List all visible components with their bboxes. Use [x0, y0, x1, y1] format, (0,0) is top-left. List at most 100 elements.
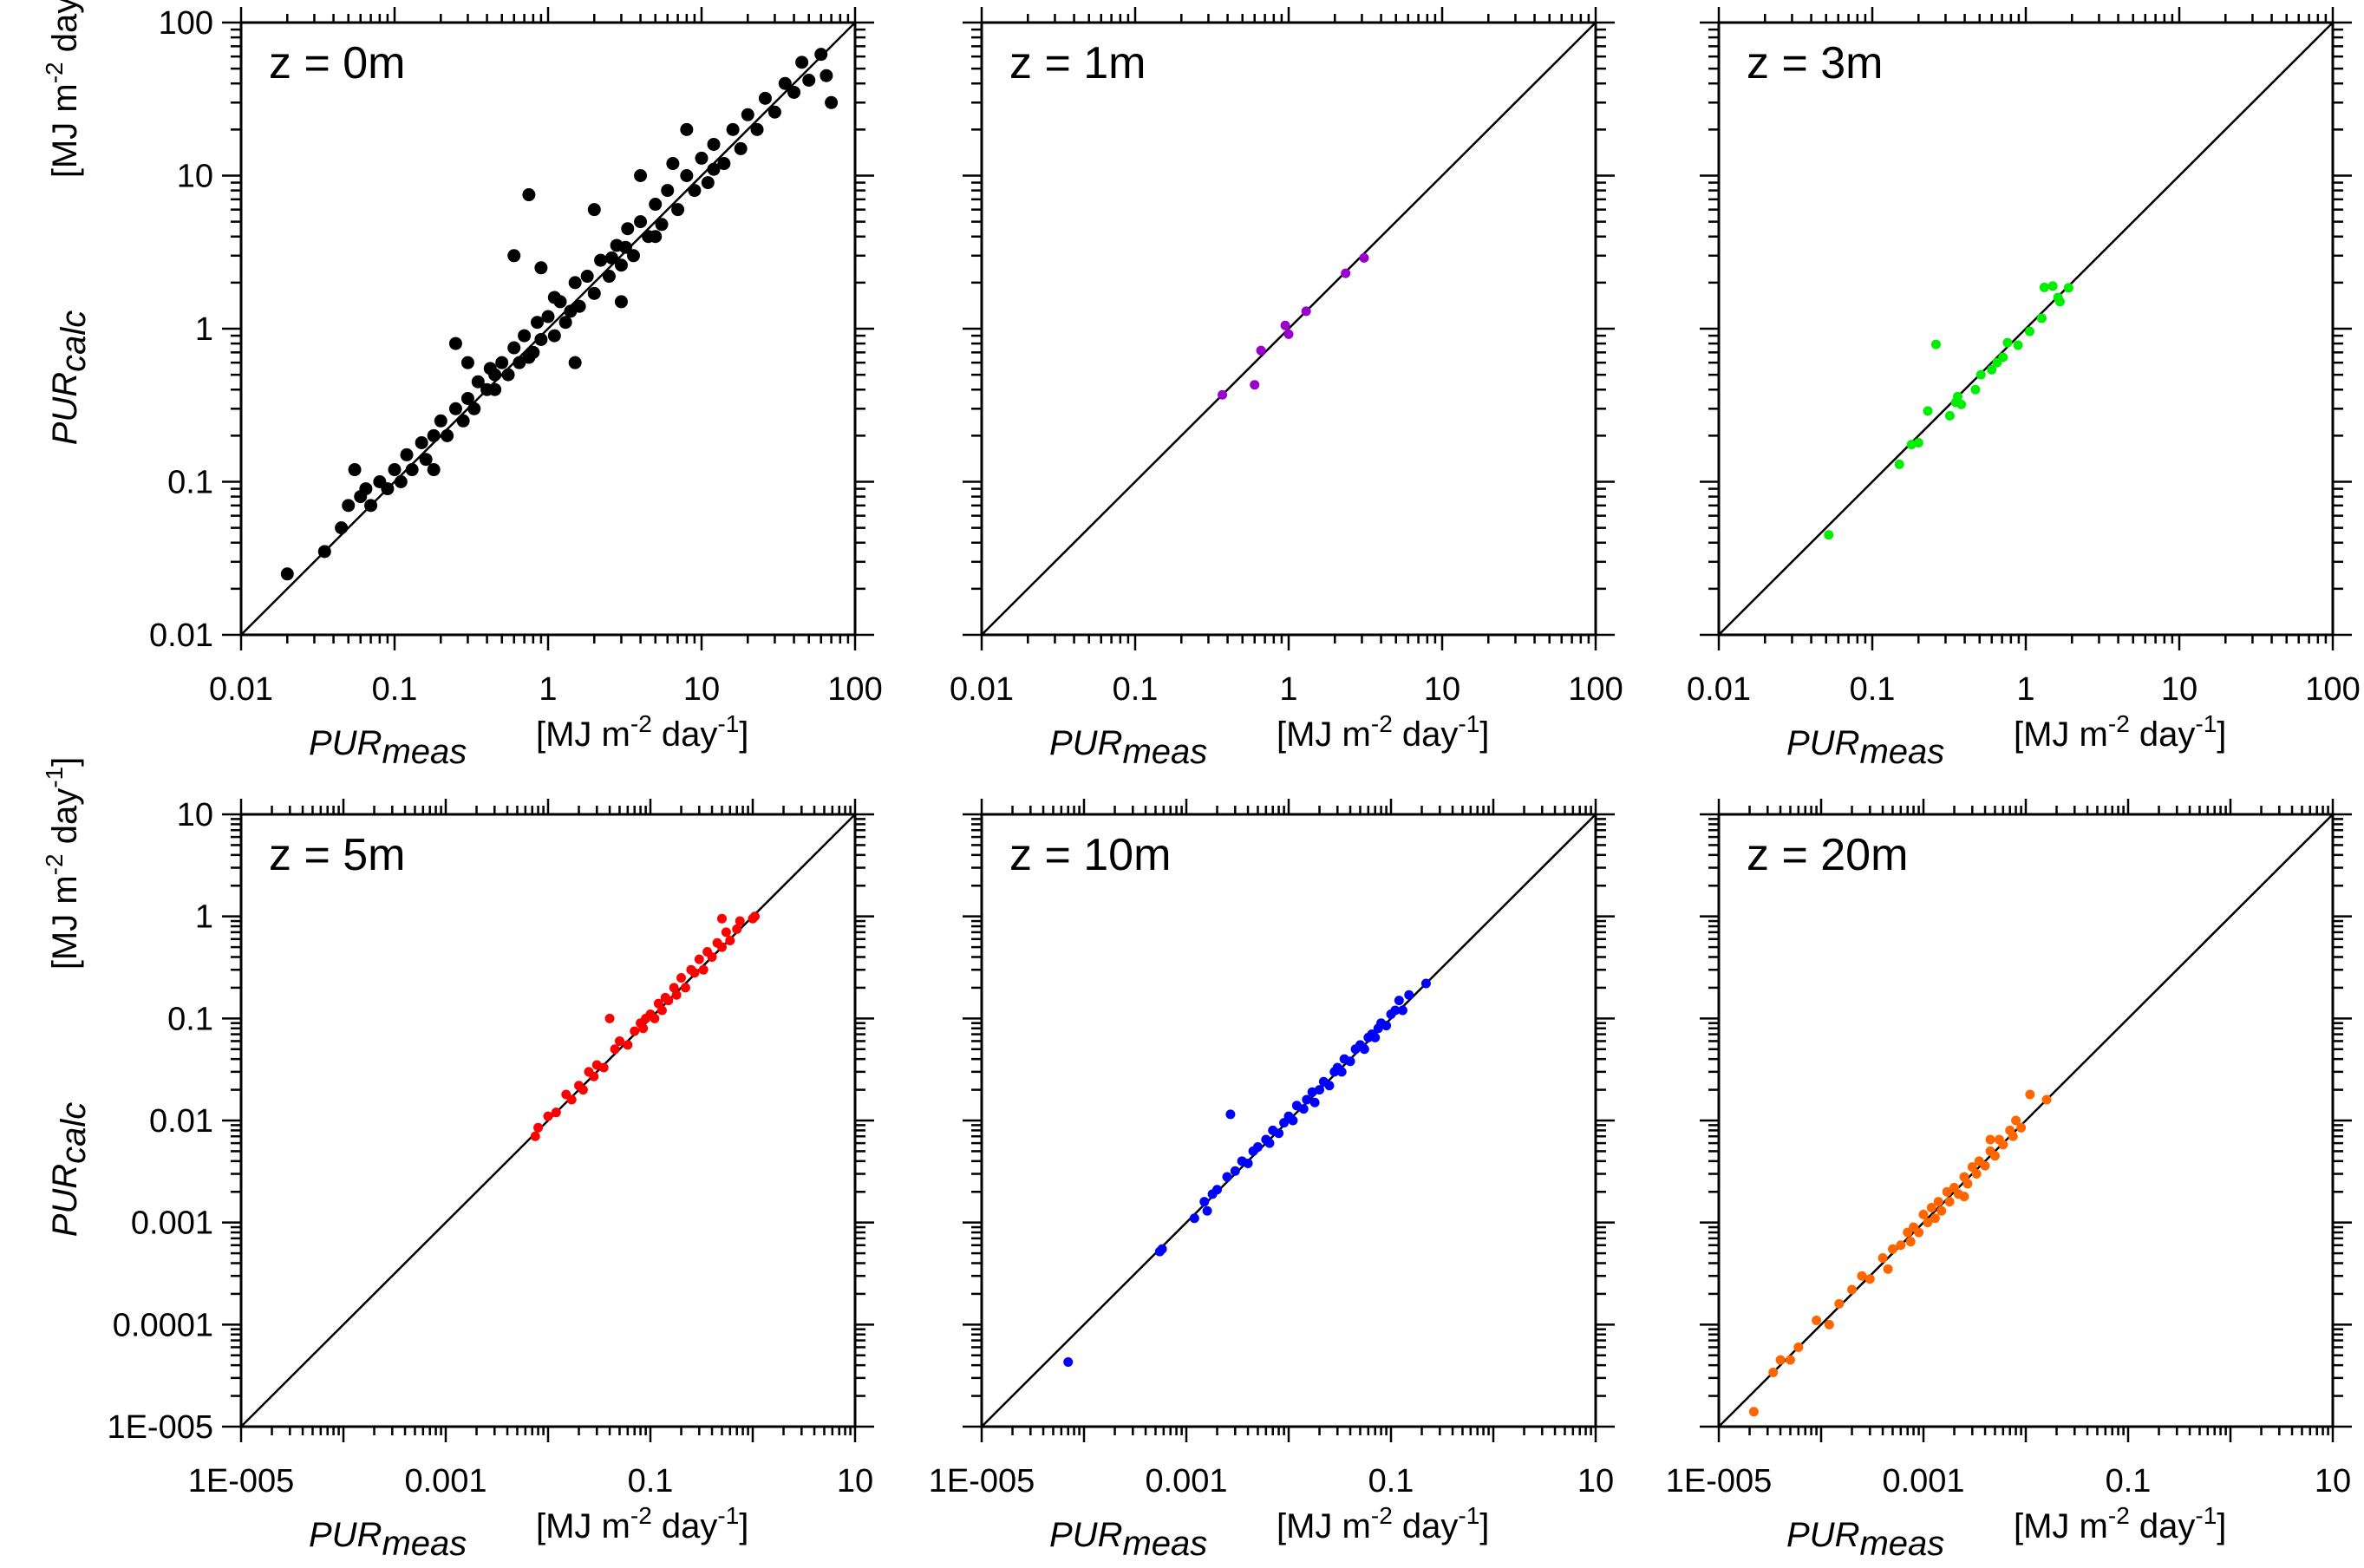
data-point: [778, 76, 792, 90]
panel-label: z = 3m: [1747, 38, 1884, 88]
data-point: [1967, 1162, 1977, 1173]
x-tick-label: 0.1: [1850, 671, 1896, 708]
data-point: [698, 964, 709, 975]
data-point: [1222, 1172, 1232, 1182]
data-point: [460, 356, 474, 369]
data-point: [1359, 1044, 1369, 1055]
data-point: [580, 270, 594, 284]
data-point: [1336, 1067, 1347, 1077]
data-point: [471, 375, 485, 389]
x-tick-label: 1: [2016, 671, 2034, 708]
data-point: [604, 251, 618, 265]
data-point: [825, 95, 839, 109]
y-tick-label: 0.1: [167, 465, 213, 501]
axis-ticks: [222, 799, 874, 1442]
x-axis-units: [MJ m-2 day-1]: [536, 710, 748, 754]
x-tick-label: 1E-005: [929, 1463, 1035, 1499]
data-points: [1063, 978, 1431, 1367]
data-point: [614, 1036, 624, 1046]
x-tick-label: 100: [1568, 671, 1623, 708]
data-point: [666, 157, 680, 171]
data-point: [1212, 1185, 1223, 1195]
x-axis-units: [MJ m-2 day-1]: [1277, 710, 1489, 754]
data-point: [1956, 399, 1967, 409]
axis-ticks: [963, 799, 1615, 1442]
y-tick-label: 0.01: [149, 1103, 213, 1140]
data-point: [594, 253, 608, 267]
panel-2: z = 1m 0.01 0.1 1 10 100 PURmeas [MJ m-2 day-1]: [950, 7, 1623, 771]
data-point: [1301, 306, 1311, 317]
data-point: [1157, 1244, 1167, 1254]
plot-frame: [1717, 21, 2335, 637]
data-point: [707, 951, 717, 962]
x-tick-label: 0.1: [628, 1463, 674, 1499]
data-point: [335, 521, 349, 535]
data-point: [1930, 1213, 1940, 1224]
data-point: [1824, 530, 1834, 540]
data-point: [1914, 1227, 1924, 1238]
data-point: [716, 942, 727, 952]
data-point: [1970, 384, 1981, 395]
y-tick-label: 1: [195, 899, 213, 936]
data-point: [2041, 1094, 2052, 1105]
data-point: [1775, 1355, 1786, 1365]
data-point: [531, 316, 545, 330]
data-point: [1381, 1021, 1392, 1031]
data-point: [610, 1044, 620, 1055]
data-point: [448, 402, 462, 415]
data-point: [1887, 1244, 1897, 1254]
data-point: [2024, 326, 2034, 336]
x-axis-units: [MJ m-2 day-1]: [2014, 1502, 2226, 1545]
data-point: [1926, 1202, 1936, 1212]
data-point: [1390, 1005, 1401, 1016]
data-point: [814, 48, 828, 62]
data-point: [1768, 1367, 1779, 1377]
axis-ticks: [222, 7, 874, 650]
data-point: [663, 996, 674, 1006]
x-tick-label: 0.1: [1113, 671, 1159, 708]
data-point: [1959, 1192, 1969, 1202]
plot-frame: [239, 813, 857, 1428]
data-point: [587, 203, 601, 217]
y-axis-title: PURcalc: [46, 310, 93, 446]
data-point: [741, 108, 754, 121]
data-point: [680, 122, 694, 136]
data-point: [448, 336, 462, 350]
x-axis-units: [MJ m-2 day-1]: [2014, 710, 2226, 754]
data-point: [1345, 1056, 1355, 1067]
data-points: [280, 48, 839, 581]
x-tick-label: 1: [539, 671, 557, 708]
data-point: [1283, 329, 1294, 339]
data-point: [507, 341, 521, 355]
data-point: [1896, 1240, 1906, 1251]
data-point: [1942, 1186, 1952, 1197]
x-tick-label: 0.1: [1368, 1463, 1414, 1499]
data-point: [1987, 364, 1997, 375]
data-point: [726, 122, 740, 136]
data-point: [802, 73, 816, 87]
data-point: [1998, 352, 2008, 363]
x-axis-title: PURmeas: [1049, 724, 1207, 771]
data-point: [1857, 1271, 1867, 1281]
plot-frame: [980, 813, 1597, 1428]
panel-6: z = 20m 1E-005 0.001 0.1 10 PURmeas [MJ m-2 da…: [1666, 799, 2352, 1563]
data-point: [317, 545, 331, 559]
data-point: [513, 356, 526, 369]
data-point: [400, 448, 414, 461]
data-point: [1923, 1218, 1933, 1228]
data-point: [578, 1085, 588, 1095]
data-point: [1944, 410, 1955, 421]
data-point: [614, 295, 628, 309]
x-tick-label: 0.1: [372, 671, 418, 708]
x-axis-title: PURmeas: [1049, 1516, 1207, 1563]
data-point: [1971, 1169, 1982, 1179]
data-point: [1280, 320, 1290, 330]
data-point: [348, 463, 362, 477]
data-point: [534, 261, 548, 275]
data-point: [707, 137, 721, 151]
data-point: [2053, 292, 2063, 303]
data-point: [630, 1026, 640, 1036]
data-point: [543, 1111, 553, 1121]
data-point: [721, 927, 731, 938]
data-point: [2025, 1089, 2035, 1100]
